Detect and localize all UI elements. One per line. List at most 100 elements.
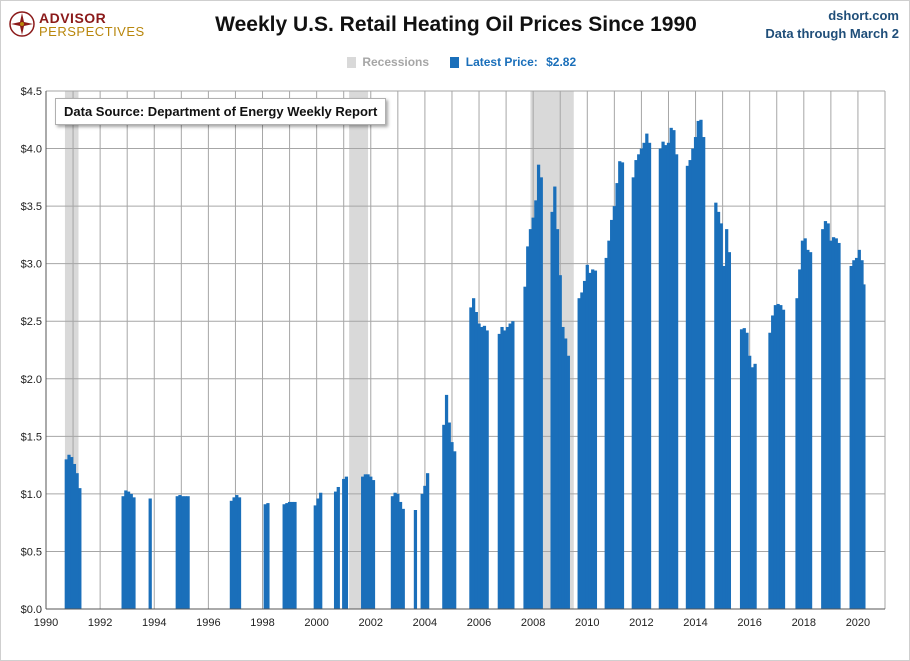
- price-bar: [531, 217, 535, 609]
- price-bar: [691, 148, 695, 610]
- legend-label-latest-price: Latest Price:: [465, 54, 538, 69]
- price-bar: [607, 240, 611, 609]
- price-bar: [482, 325, 487, 609]
- price-bar: [849, 265, 853, 609]
- price-bar: [577, 298, 581, 609]
- legend-swatch-latest-price: [450, 57, 460, 69]
- grid-lines: [45, 90, 886, 610]
- price-bar: [67, 454, 71, 609]
- x-tick-label: 2004: [413, 617, 437, 629]
- price-bar: [612, 206, 616, 609]
- price-bar: [798, 269, 802, 609]
- price-bar: [566, 355, 570, 609]
- price-bar: [580, 292, 584, 609]
- price-bar: [453, 451, 457, 609]
- price-bar: [485, 330, 489, 609]
- price-bar: [420, 493, 424, 609]
- price-bar: [342, 478, 346, 609]
- price-bar: [658, 148, 662, 610]
- price-bar: [862, 284, 866, 609]
- price-bar: [363, 474, 367, 609]
- price-bar: [555, 229, 560, 609]
- price-bar: [503, 330, 507, 609]
- price-bar: [70, 457, 74, 609]
- legend-value-latest-price: $2.82: [546, 54, 577, 69]
- chart-title: Weekly U.S. Retail Heating Oil Prices Si…: [215, 13, 697, 36]
- price-bar: [837, 242, 841, 610]
- x-tick-label: 2018: [792, 617, 816, 629]
- price-bar: [401, 508, 405, 609]
- price-bar: [124, 490, 128, 609]
- price-bar: [831, 237, 836, 610]
- price-bar: [183, 496, 188, 609]
- price-bar: [795, 298, 799, 609]
- price-bar: [642, 142, 646, 610]
- x-tick-label: 2010: [575, 617, 599, 629]
- price-bar: [688, 160, 692, 610]
- logo-text-advisor: ADVISOR: [39, 10, 107, 26]
- data-through-label: Data through March 2: [765, 26, 899, 41]
- price-bar: [779, 305, 783, 609]
- price-bar: [450, 442, 454, 609]
- price-bar: [745, 332, 749, 609]
- price-bar: [719, 223, 723, 609]
- price-bar: [750, 367, 755, 609]
- price-bar: [181, 496, 185, 609]
- price-bar: [444, 394, 449, 609]
- price-bar: [235, 495, 239, 609]
- price-bar: [834, 238, 838, 609]
- price-bar: [582, 280, 587, 609]
- y-tick-label: $3.5: [21, 201, 42, 213]
- price-bar: [829, 240, 833, 609]
- price-bar: [714, 202, 718, 609]
- price-bar: [78, 488, 82, 609]
- price-bar: [336, 486, 340, 609]
- price-bar: [232, 497, 236, 609]
- price-bar: [469, 307, 473, 609]
- price-bar: [685, 165, 690, 610]
- price-bar: [800, 240, 805, 609]
- price-bar: [773, 305, 778, 609]
- price-bar: [282, 504, 286, 609]
- price-bar: [639, 148, 644, 610]
- price-bar: [672, 130, 676, 610]
- x-tick-label: 2006: [467, 617, 491, 629]
- price-bar: [661, 141, 665, 609]
- price-bar: [508, 323, 512, 609]
- price-bar: [696, 120, 700, 609]
- price-bar: [132, 497, 136, 609]
- price-bar: [637, 154, 641, 610]
- price-bar: [511, 321, 515, 609]
- x-tick-label: 2020: [846, 617, 870, 629]
- price-bar: [319, 492, 323, 609]
- price-bar: [803, 238, 807, 609]
- price-bar: [390, 496, 395, 609]
- price-bars: [64, 119, 866, 610]
- price-bar: [539, 177, 543, 610]
- logo-text-perspectives: PERSPECTIVES: [39, 24, 145, 39]
- price-bar: [666, 142, 671, 610]
- price-bar: [229, 500, 234, 609]
- price-bar: [823, 221, 828, 609]
- price-bar: [534, 200, 538, 609]
- x-tick-label: 2002: [359, 617, 383, 629]
- compass-logo-icon: [9, 11, 35, 37]
- data-source-annotation: Data Source: Department of Energy Weekly…: [55, 98, 387, 125]
- price-bar: [526, 246, 530, 609]
- price-bar: [591, 269, 595, 609]
- price-bar: [263, 504, 267, 609]
- price-bar: [121, 496, 125, 609]
- price-bar: [505, 326, 510, 609]
- legend-item-recessions: Recessions: [347, 55, 429, 69]
- price-bar: [536, 164, 541, 609]
- price-bar: [398, 501, 403, 609]
- price-bar: [477, 323, 481, 609]
- y-tick-label: $1.5: [21, 431, 42, 443]
- price-bar: [852, 260, 856, 609]
- price-bar: [500, 326, 504, 609]
- price-bar: [396, 493, 400, 609]
- price-bar: [474, 312, 478, 609]
- y-tick-label: $4.0: [21, 144, 42, 156]
- y-tick-label: $0.5: [21, 546, 42, 558]
- price-bar: [702, 137, 706, 610]
